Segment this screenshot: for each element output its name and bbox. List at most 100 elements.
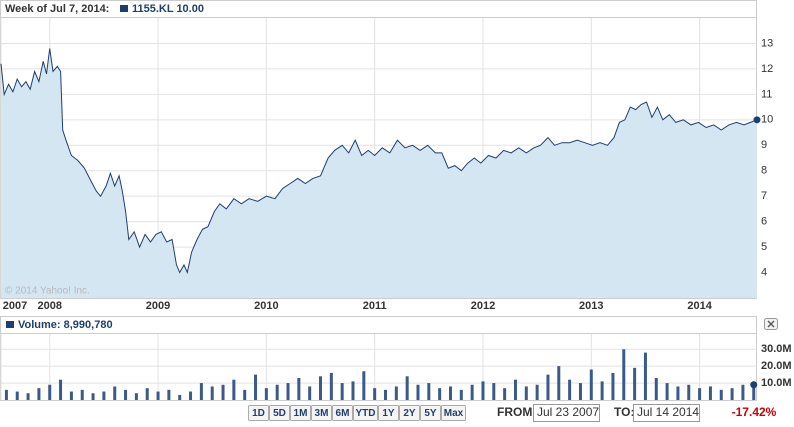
volume-bar bbox=[221, 384, 225, 400]
volume-bar bbox=[134, 393, 138, 400]
volume-bar bbox=[524, 386, 528, 400]
range-button[interactable] bbox=[311, 405, 332, 421]
volume-bar bbox=[698, 388, 702, 400]
volume-bar bbox=[589, 369, 593, 400]
volume-bar bbox=[37, 388, 41, 400]
volume-bar bbox=[264, 388, 268, 400]
range-button[interactable] bbox=[290, 405, 311, 421]
to-label: TO: bbox=[614, 405, 634, 419]
y-tick-label: 5 bbox=[761, 241, 767, 253]
volume-bar bbox=[676, 386, 680, 400]
range-button[interactable] bbox=[332, 405, 353, 421]
header-bar bbox=[0, 0, 757, 18]
volume-bar bbox=[546, 374, 550, 400]
volume-bar bbox=[26, 393, 30, 400]
volume-bar bbox=[59, 379, 63, 400]
y-tick-label: 8 bbox=[761, 165, 767, 177]
to-date: Jul 14 2014 bbox=[637, 405, 699, 419]
price-area bbox=[1, 48, 757, 298]
range-button[interactable] bbox=[269, 405, 290, 421]
last-price-dot bbox=[753, 116, 761, 124]
volume-bar bbox=[15, 391, 19, 400]
volume-bar bbox=[470, 384, 474, 400]
volume-bar bbox=[459, 389, 463, 400]
volume-bar bbox=[275, 384, 279, 400]
volume-bar bbox=[319, 376, 323, 400]
volume-bar bbox=[730, 388, 734, 400]
to-input[interactable] bbox=[633, 404, 700, 422]
range-button[interactable] bbox=[248, 405, 269, 421]
from-date: Jul 23 2007 bbox=[537, 405, 599, 419]
volume-bar bbox=[719, 389, 723, 400]
volume-bar bbox=[48, 384, 52, 400]
range-button-label: 2Y bbox=[403, 408, 416, 419]
volume-bar bbox=[752, 384, 756, 400]
x-tick-label: 2012 bbox=[471, 300, 495, 312]
volume-bar bbox=[600, 381, 604, 400]
y-tick-label: 6 bbox=[761, 216, 767, 228]
volume-bar bbox=[448, 386, 452, 400]
y-tick-label: 10.0M bbox=[761, 377, 792, 389]
volume-bar bbox=[438, 388, 442, 400]
volume-header bbox=[0, 316, 757, 334]
range-button-label: 1Y bbox=[382, 408, 395, 419]
volume-bar bbox=[373, 388, 377, 400]
range-button[interactable] bbox=[441, 405, 466, 421]
legend-swatch bbox=[120, 5, 128, 12]
range-button[interactable] bbox=[420, 405, 441, 421]
volume-bar bbox=[643, 352, 647, 400]
volume-bar bbox=[405, 376, 409, 400]
volume-bar bbox=[687, 384, 691, 400]
volume-bar bbox=[189, 391, 193, 400]
x-tick-label: 2011 bbox=[363, 300, 387, 312]
volume-bar bbox=[113, 386, 117, 400]
volume-bar bbox=[611, 372, 615, 400]
range-button-label: 5Y bbox=[424, 408, 437, 419]
from-input[interactable] bbox=[533, 404, 600, 422]
volume-bar bbox=[167, 389, 171, 400]
volume-bar bbox=[329, 372, 333, 400]
range-button-label: Max bbox=[444, 408, 464, 419]
volume-bar bbox=[4, 389, 8, 400]
volume-bar bbox=[80, 389, 84, 400]
volume-bar bbox=[232, 379, 236, 400]
range-button-label: 3M bbox=[315, 408, 329, 419]
y-tick-label: 9 bbox=[761, 139, 767, 151]
week-label: Week of Jul 7, 2014: bbox=[5, 3, 109, 15]
change-percent: -17.42% bbox=[732, 405, 777, 419]
volume-bar bbox=[665, 383, 669, 400]
controls: 1D 5D 1M 3M 6M YTD 1Y 2Y 5Y Max FROM: Jul 23 2007 TO… bbox=[248, 404, 777, 422]
last-volume-dot bbox=[750, 381, 758, 389]
y-tick-label: 13 bbox=[761, 37, 773, 49]
volume-bar bbox=[351, 381, 355, 400]
volume-bar bbox=[254, 374, 258, 400]
volume-bar bbox=[633, 367, 637, 400]
y-tick-label: 10 bbox=[761, 114, 773, 126]
volume-title: Volume: 8,990,780 bbox=[18, 319, 113, 331]
volume-bar bbox=[708, 386, 712, 400]
y-tick-label: 30.0M bbox=[761, 343, 792, 355]
x-tick-label: 2013 bbox=[579, 300, 603, 312]
volume-bar bbox=[156, 391, 160, 400]
range-button[interactable] bbox=[399, 405, 420, 421]
volume-bar bbox=[394, 386, 398, 400]
volume-bar bbox=[243, 389, 247, 400]
volume-bar bbox=[416, 384, 420, 400]
volume-bar bbox=[69, 391, 73, 400]
volume-bar bbox=[102, 391, 106, 400]
volume-bar bbox=[199, 383, 203, 400]
range-button-label: 1D bbox=[252, 408, 265, 419]
range-button-label: 6M bbox=[336, 408, 350, 419]
volume-bar bbox=[362, 371, 366, 400]
range-button[interactable] bbox=[378, 405, 399, 421]
x-tick-label: 2009 bbox=[146, 300, 170, 312]
range-button-label: 5D bbox=[273, 408, 286, 419]
volume-bar bbox=[481, 381, 485, 400]
volume-bar bbox=[654, 378, 658, 400]
volume-bar bbox=[427, 383, 431, 400]
x-tick-label: 2010 bbox=[254, 300, 278, 312]
volume-bar bbox=[578, 383, 582, 400]
volume-bar bbox=[178, 394, 182, 400]
range-button[interactable] bbox=[353, 405, 378, 421]
y-tick-label: 12 bbox=[761, 63, 773, 75]
